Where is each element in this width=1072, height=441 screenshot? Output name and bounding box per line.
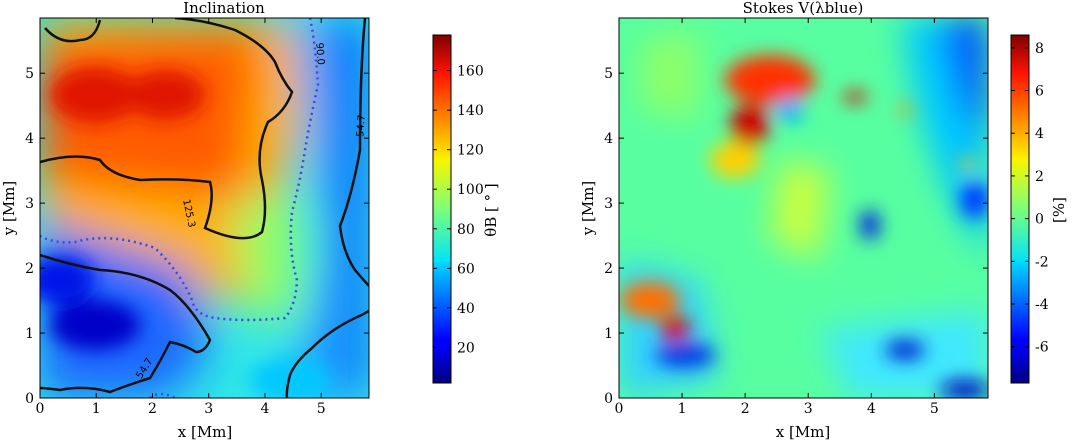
stokes-x-label: x [Mm] <box>776 423 831 441</box>
stokes-colorbar-tick-label: 2 <box>1035 169 1044 185</box>
inclination-title: Inclination <box>183 0 265 17</box>
stokes-x-tick-label: 1 <box>678 401 687 417</box>
inclination-colorbar-tick-label: 60 <box>457 261 475 277</box>
inclination-x-tick-label: 1 <box>92 401 101 417</box>
contour-54-right <box>285 18 369 398</box>
stokes-y-tick-label: 0 <box>604 391 613 407</box>
inclination-y-tick-label: 2 <box>25 261 34 277</box>
inclination-y-label: y [Mm] <box>0 181 18 237</box>
inclination-colorbar-tick-label: 120 <box>457 143 484 159</box>
stokes-colorbar-ticks: 8 6 4 2 0 -2 -4 -6 <box>1011 41 1049 356</box>
inclination-heatmap: 90.0 125.3 54.7 54.7 <box>40 18 369 398</box>
inclination-axes: 0 1 2 3 4 5 0 1 2 3 4 5 <box>25 18 369 417</box>
inclination-x-tick-label: 4 <box>260 401 269 417</box>
inclination-x-label: x [Mm] <box>178 423 233 441</box>
stokes-colorbar-tick-label: -4 <box>1035 297 1049 313</box>
stokes-colorbar-tick-label: -2 <box>1035 254 1049 270</box>
inclination-contour-90 <box>40 18 320 398</box>
inclination-x-tick-label: 5 <box>317 401 326 417</box>
contour-125 <box>40 18 294 240</box>
stokes-colorbar-label: [%] <box>1050 197 1068 223</box>
contour-label-90: 90.0 <box>313 42 326 65</box>
inclination-colorbar-tick-label: 100 <box>457 182 484 198</box>
stokes-y-tick-label: 5 <box>604 66 613 82</box>
inclination-panel: Inclination <box>0 0 500 441</box>
stokes-axes: 0 1 2 3 4 5 0 1 2 3 4 5 <box>604 18 988 417</box>
stokes-x-tick-label: 4 <box>867 401 876 417</box>
stokes-x-tick-label: 0 <box>615 401 624 417</box>
stokes-y-label: y [Mm] <box>579 181 597 237</box>
stokes-y-tick-label: 2 <box>604 261 613 277</box>
stokes-title: Stokes V(λblue) <box>743 0 864 17</box>
inclination-y-tick-label: 5 <box>25 66 34 82</box>
stokes-x-tick-label: 5 <box>930 401 939 417</box>
stokes-y-tick-label: 3 <box>604 196 613 212</box>
inclination-colorbar <box>432 34 452 384</box>
stokes-x-tick-label: 2 <box>741 401 750 417</box>
inclination-x-tick-label: 0 <box>36 401 45 417</box>
inclination-y-tick-label: 0 <box>25 391 34 407</box>
inclination-colorbar-tick-label: 80 <box>457 222 475 238</box>
inclination-colorbar-label: θB [ ° ] <box>482 183 500 237</box>
inclination-frame <box>39 17 370 399</box>
stokes-x-tick-label: 3 <box>804 401 813 417</box>
inclination-colorbar-tick-label: 20 <box>457 340 475 356</box>
stokes-frame <box>618 17 989 399</box>
contour-label-54-right: 54.7 <box>355 114 368 137</box>
stokes-colorbar-tick-label: 0 <box>1035 212 1044 228</box>
stokes-colorbar-tick-label: 4 <box>1035 126 1044 142</box>
stokes-y-tick-label: 4 <box>604 131 613 147</box>
inclination-x-tick-label: 2 <box>148 401 157 417</box>
stokes-colorbar-tick-label: 6 <box>1035 84 1044 100</box>
stokes-colorbar-tick-label: -6 <box>1035 340 1049 356</box>
stokes-panel: Stokes V(λblue) <box>579 0 1068 441</box>
inclination-y-tick-label: 3 <box>25 196 34 212</box>
contour-125-top <box>44 19 102 43</box>
inclination-y-tick-label: 1 <box>25 326 34 342</box>
inclination-colorbar-tick-label: 140 <box>457 103 484 119</box>
inclination-colorbar-tick-label: 160 <box>457 64 484 80</box>
stokes-y-tick-label: 1 <box>604 326 613 342</box>
inclination-colorbar-tick-label: 40 <box>457 301 475 317</box>
stokes-colorbar-tick-label: 8 <box>1035 41 1044 57</box>
inclination-colorbar-ticks: 20 40 60 80 100 120 140 160 <box>433 64 484 356</box>
contour-54-left <box>40 253 212 394</box>
stokes-heatmap <box>619 18 988 398</box>
inclination-x-tick-label: 3 <box>204 401 213 417</box>
inclination-contours <box>40 18 369 398</box>
inclination-y-tick-label: 4 <box>25 131 34 147</box>
stokes-colorbar <box>1010 34 1030 384</box>
